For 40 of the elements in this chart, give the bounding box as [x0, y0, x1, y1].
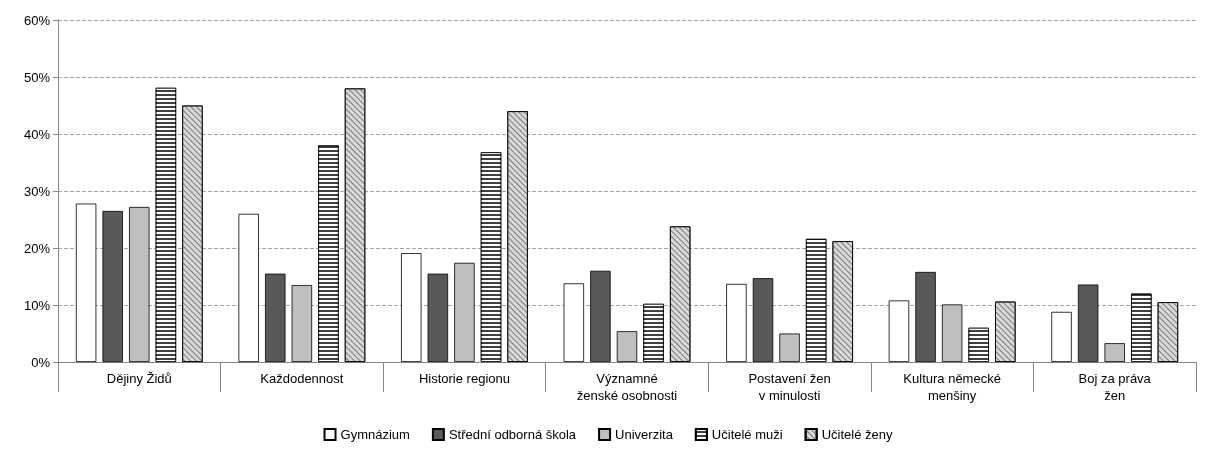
x-tick-label: Boj za práva žen: [1078, 371, 1152, 403]
bar: [102, 210, 123, 362]
bar: [75, 203, 97, 362]
bar: [265, 273, 286, 362]
bar: [752, 278, 774, 362]
bar: [616, 331, 638, 362]
y-tick-label: 40%: [23, 126, 51, 142]
bar: [1051, 311, 1072, 362]
x-tick-label: Kultura německé menšiny: [903, 371, 1001, 403]
bar: [779, 333, 800, 362]
bar: [238, 213, 259, 362]
y-tick-label: 30%: [23, 183, 51, 199]
legend-label: Univerzita: [615, 427, 674, 442]
x-tick-label: Postavení žen v minulosti: [748, 371, 831, 403]
bar: [427, 273, 449, 362]
x-tick-label: Historie regionu: [418, 371, 510, 386]
legend-label: Střední odborná škola: [448, 427, 577, 442]
y-tick-label: 20%: [23, 240, 51, 256]
bar: [941, 304, 963, 362]
bar: [291, 285, 313, 362]
bar: [129, 206, 150, 362]
legend-label: Učitelé muži: [711, 427, 783, 442]
bar: [590, 270, 611, 362]
legend-label: Učitelé ženy: [821, 427, 893, 442]
x-tick-label: Významné ženské osobnosti: [576, 371, 678, 403]
y-tick-label: 60%: [23, 12, 51, 28]
bar: [915, 271, 936, 362]
bar: [726, 283, 747, 362]
bar: [1104, 343, 1125, 362]
bar: [888, 300, 910, 362]
y-tick-label: 50%: [23, 69, 51, 85]
bar: [563, 283, 585, 362]
y-tick-label: 0%: [31, 354, 51, 370]
y-tick-label: 10%: [23, 297, 51, 313]
bar: [454, 262, 475, 362]
legend-label: Gymnázium: [340, 427, 410, 442]
bar: [401, 253, 422, 362]
bar: [1077, 284, 1099, 362]
x-tick-label: Každodennost: [260, 371, 344, 386]
x-tick-label: Dějiny Židů: [106, 371, 172, 386]
